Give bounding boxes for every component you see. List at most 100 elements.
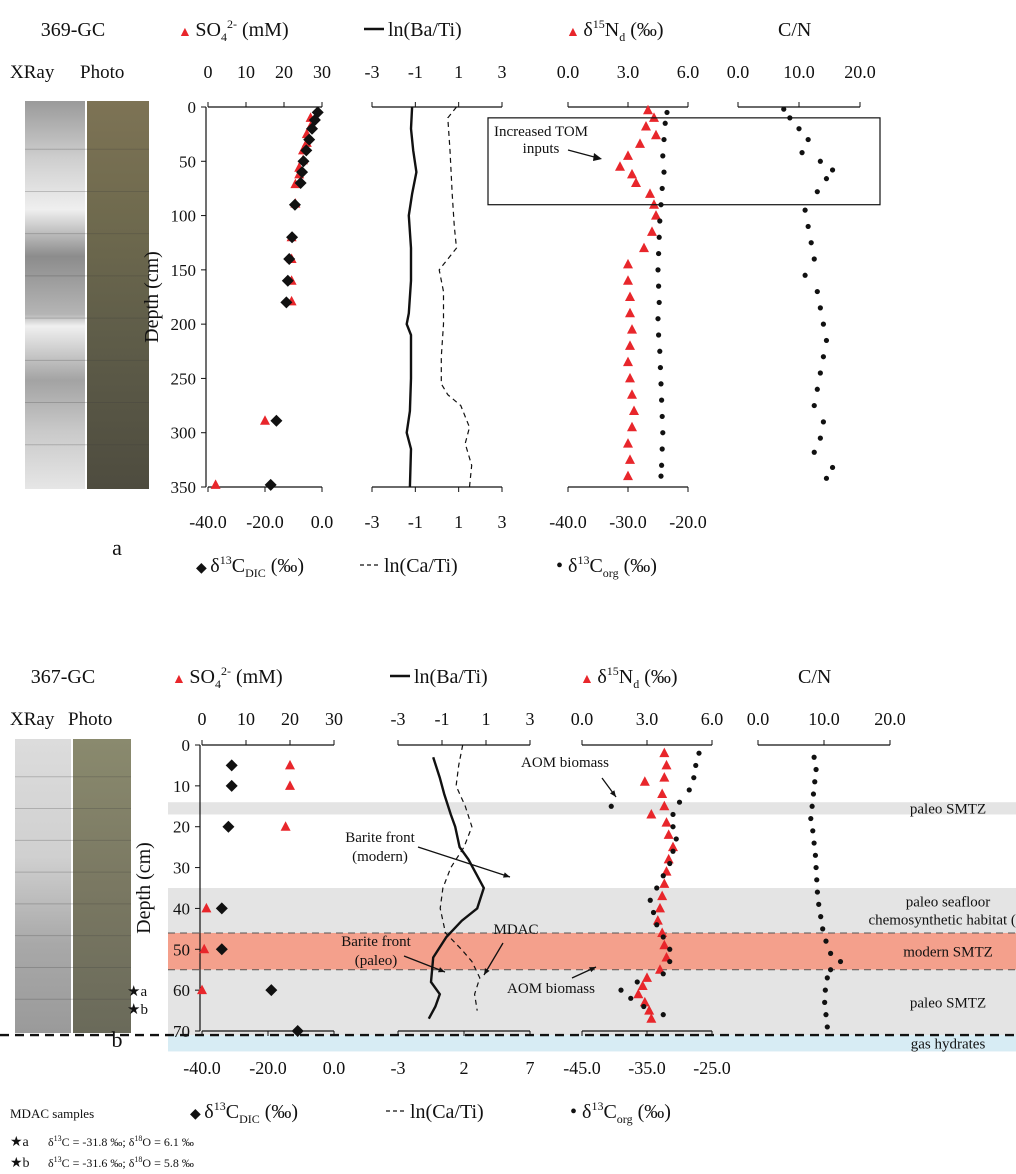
dot-point <box>670 824 676 830</box>
arrowhead <box>593 153 602 161</box>
axis-title: ln(Ca/Ti) <box>384 555 458 577</box>
triangle-point <box>201 902 212 913</box>
panel-letter: a <box>112 535 122 560</box>
dot-point <box>812 779 818 785</box>
diamond-point <box>283 253 296 265</box>
zone-label: chemosynthetic habitat (?) <box>868 912 1016 928</box>
zone-band <box>168 1035 1016 1052</box>
dot-point <box>820 354 827 360</box>
mdac-sample-text: δ13C = -31.6 ‰; δ18O = 5.8 ‰ <box>48 1155 194 1170</box>
dot-point <box>660 1012 666 1018</box>
depth-tick-label: 50 <box>173 940 190 959</box>
bottom-axis-title: • δ13Corg (‰) <box>556 553 657 580</box>
dot-point <box>634 979 640 985</box>
axis-title: ln(Ba/Ti) <box>388 19 462 41</box>
dot-point <box>693 762 699 769</box>
bottom-tick-label: 1 <box>454 512 463 532</box>
bottom-tick-label: 3 <box>498 512 507 532</box>
triangle-point <box>651 210 661 220</box>
diamond-point <box>265 984 278 997</box>
dot-point <box>654 885 660 891</box>
diamond-point <box>303 133 316 146</box>
dot-point <box>809 803 815 809</box>
dot-point <box>812 852 819 858</box>
axis-title: ▲ SO42- (mM) <box>172 664 283 691</box>
tom-annotation-text: inputs <box>523 141 560 157</box>
mdac-samples-title: MDAC samples <box>10 1106 94 1121</box>
dot-point <box>817 305 823 311</box>
dot-point <box>814 889 821 895</box>
dot-point <box>813 864 819 871</box>
dot-point <box>660 430 666 436</box>
top-tick-label: 6.0 <box>701 709 724 729</box>
dot-point <box>656 299 662 306</box>
dot-point <box>805 136 811 143</box>
bottom-tick-label: 0.0 <box>323 1058 346 1078</box>
dot-point <box>618 987 624 993</box>
diamond-point <box>281 274 294 287</box>
dot-point <box>658 473 664 479</box>
top-tick-label: 1 <box>482 709 491 729</box>
depth-tick-label: 350 <box>171 478 197 497</box>
tom-highlight-box <box>487 117 881 206</box>
dot-point <box>811 256 817 262</box>
dot-point <box>824 1024 830 1030</box>
triangle-point <box>657 890 668 901</box>
diamond-point <box>306 122 319 135</box>
triangle-point <box>625 340 635 350</box>
dot-point <box>673 836 679 842</box>
triangle-point <box>639 776 650 786</box>
dot-point <box>659 185 665 192</box>
diamond-point <box>270 414 283 427</box>
dot-point <box>824 975 830 981</box>
dot-point <box>837 958 844 965</box>
diamond-point <box>300 144 313 157</box>
static-labels: 369-GC XRay Photo a Depth (cm) 367-GC XRay Phot… <box>10 19 194 1171</box>
bottom-tick-label: -40.0 <box>189 512 227 532</box>
bottom-tick-label: -20.0 <box>246 512 284 532</box>
top-tick-label: -3 <box>391 709 406 729</box>
top-tick-label: 30 <box>325 709 343 729</box>
dot-point <box>805 223 811 230</box>
top-tick-label: 0.0 <box>571 709 594 729</box>
depth-tick-label: 200 <box>171 315 197 334</box>
depth-tick-label: 20 <box>173 818 190 837</box>
triangle-point <box>637 980 648 991</box>
dot-point <box>659 446 665 452</box>
dot-point <box>691 775 697 781</box>
dot-point <box>823 938 829 944</box>
dot-point <box>656 234 662 240</box>
dot-point <box>608 803 614 809</box>
depth-tick-label: 300 <box>171 424 197 443</box>
barite-front-paleo-label: Barite front <box>341 934 411 950</box>
triangle-point <box>657 927 668 937</box>
triangle-point <box>623 275 633 285</box>
zone-band <box>168 932 1016 970</box>
top-tick-label: 20.0 <box>844 62 876 82</box>
diamond-point <box>291 1025 304 1037</box>
dot-point <box>814 386 820 392</box>
triangle-point <box>646 1013 657 1023</box>
dot-point <box>802 207 808 213</box>
axis-title: ▲ δ15Nd (‰) <box>580 664 678 691</box>
bottom-axis-title: ◆ δ13CDIC (‰) <box>190 1099 298 1126</box>
diamond-point <box>215 943 228 956</box>
annotation-arrow <box>417 846 511 878</box>
arrowhead <box>438 967 445 973</box>
ca-ti-line <box>438 106 473 488</box>
dot-point <box>660 971 666 977</box>
dot-point <box>814 288 820 295</box>
diamond-point <box>215 902 228 915</box>
photo-core-image <box>73 739 131 1033</box>
dot-point <box>781 106 787 112</box>
zone-label: paleo SMTZ <box>910 995 986 1011</box>
dot-point <box>814 189 820 195</box>
axis-title: C/N <box>798 666 831 688</box>
dot-point <box>802 272 808 278</box>
zone-label: modern SMTZ <box>903 944 993 960</box>
triangle-point <box>285 780 295 790</box>
dot-point <box>820 321 827 327</box>
dot-point <box>799 150 805 156</box>
axis-title: • δ13Corg (‰) <box>556 553 657 580</box>
